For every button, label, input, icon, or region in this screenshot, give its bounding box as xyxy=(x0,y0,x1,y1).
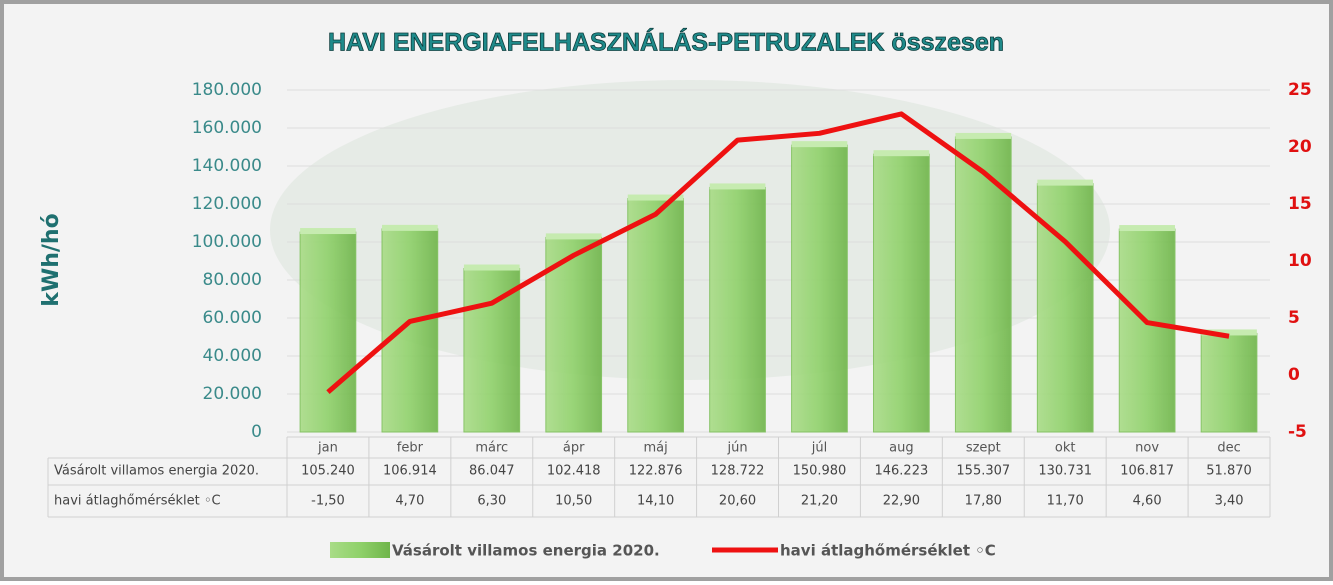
y-tick-label: 0 xyxy=(251,422,262,442)
chart-title: HAVI ENERGIAFELHASZNÁLÁS-PETRUZALEK össz… xyxy=(328,28,1004,57)
table-cell: -1,50 xyxy=(311,494,345,509)
x-tick-label: nov xyxy=(1135,441,1159,456)
x-tick-label: aug xyxy=(889,441,913,456)
bar xyxy=(1118,228,1176,433)
x-tick-label: jún xyxy=(726,441,747,456)
table-cell: 17,80 xyxy=(965,494,1002,509)
table-cell: 105.240 xyxy=(301,464,355,479)
table-cell: 4,60 xyxy=(1133,494,1162,509)
table-cell: 150.980 xyxy=(793,464,847,479)
table-cell: 20,60 xyxy=(719,494,756,509)
table-cell: 106.914 xyxy=(383,464,437,479)
y-tick-label: 100.000 xyxy=(192,232,262,252)
table-cell: 146.223 xyxy=(874,464,928,479)
y2-tick-label: 5 xyxy=(1288,308,1300,328)
y-tick-label: 40.000 xyxy=(203,346,262,366)
bar-top xyxy=(955,132,1012,139)
y-tick-label: 180.000 xyxy=(192,80,262,100)
bar xyxy=(873,153,930,433)
bar xyxy=(381,228,439,433)
y2-tick-label: 0 xyxy=(1288,365,1300,385)
bar-top xyxy=(627,194,684,201)
bar xyxy=(709,186,766,433)
bar-top xyxy=(382,224,438,231)
bar xyxy=(791,144,848,433)
x-tick-label: júl xyxy=(811,441,827,456)
table-cell: 122.876 xyxy=(629,464,683,479)
x-tick-label: febr xyxy=(397,441,424,456)
y2-tick-label: 25 xyxy=(1288,80,1312,100)
table-cell: 155.307 xyxy=(956,464,1010,479)
table-row-label: havi átlaghőmérséklet ◦C xyxy=(54,494,221,509)
bar xyxy=(299,231,357,433)
y2-tick-label: 20 xyxy=(1288,137,1312,157)
bar-top xyxy=(791,141,848,148)
table-cell: 21,20 xyxy=(801,494,838,509)
y-tick-label: 160.000 xyxy=(192,118,262,138)
y-tick-label: 140.000 xyxy=(192,156,262,176)
bar xyxy=(1200,332,1258,433)
bar-top xyxy=(1037,179,1094,186)
table-cell: 10,50 xyxy=(555,494,592,509)
bar-top xyxy=(300,228,356,235)
legend-label: havi átlaghőmérséklet ◦C xyxy=(780,542,996,560)
x-tick-label: máj xyxy=(644,441,668,456)
x-tick-label: márc xyxy=(475,441,508,456)
y2-tick-label: -5 xyxy=(1288,422,1307,442)
table-cell: 6,30 xyxy=(477,494,506,509)
x-tick-label: jan xyxy=(317,441,338,456)
table-cell: 22,90 xyxy=(883,494,920,509)
bar-top xyxy=(709,183,766,190)
y2-tick-label: 10 xyxy=(1288,251,1312,271)
table-cell: 3,40 xyxy=(1215,494,1244,509)
legend-swatch xyxy=(330,542,390,558)
bar xyxy=(1036,183,1094,433)
line xyxy=(326,111,1230,394)
x-tick-label: szept xyxy=(966,441,1001,456)
x-tick-label: ápr xyxy=(563,441,585,456)
table-cell: 4,70 xyxy=(395,494,424,509)
table-cell: 102.418 xyxy=(547,464,601,479)
bar xyxy=(954,136,1012,433)
bar-top xyxy=(1119,225,1175,232)
table-row-label: Vásárolt villamos energia 2020. xyxy=(54,464,259,479)
bar-top xyxy=(463,264,520,271)
y2-tick-label: 15 xyxy=(1288,194,1312,214)
bar xyxy=(545,236,603,433)
y-tick-label: 20.000 xyxy=(203,384,262,404)
table-cell: 128.722 xyxy=(711,464,765,479)
y-tick-label: 60.000 xyxy=(203,308,262,328)
y-axis-label: kWh/hó xyxy=(39,213,64,306)
bar-top xyxy=(545,233,602,240)
table-cell: 86.047 xyxy=(469,464,515,479)
bar-top xyxy=(873,150,930,157)
table-cell: 130.731 xyxy=(1038,464,1092,479)
table-cell: 106.817 xyxy=(1120,464,1174,479)
table-cell: 51.870 xyxy=(1206,464,1252,479)
table-cell: 14,10 xyxy=(637,494,674,509)
legend-label: Vásárolt villamos energia 2020. xyxy=(392,542,660,560)
y-tick-label: 80.000 xyxy=(203,270,262,290)
x-tick-label: okt xyxy=(1055,441,1076,456)
bar xyxy=(627,198,684,433)
x-tick-label: dec xyxy=(1217,441,1240,456)
bar-top xyxy=(1201,329,1257,336)
y-tick-label: 120.000 xyxy=(192,194,262,214)
table-cell: 11,70 xyxy=(1047,494,1084,509)
